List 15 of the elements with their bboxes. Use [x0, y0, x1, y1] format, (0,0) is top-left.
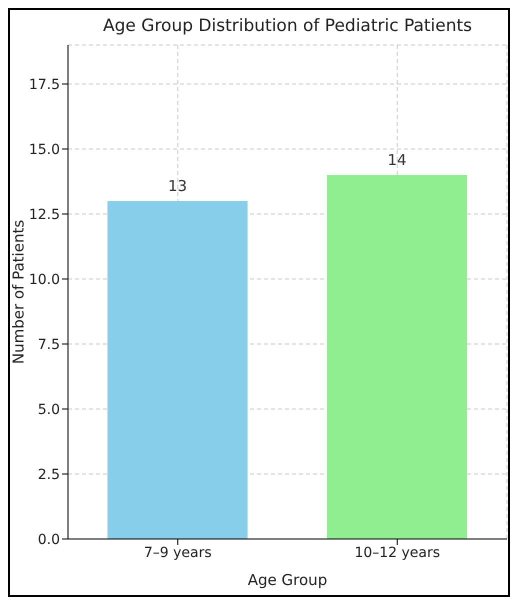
- y-tick-label: 15.0: [28, 142, 60, 158]
- data-label: 14: [387, 151, 407, 169]
- data-label: 13: [168, 177, 188, 195]
- chart-title: Age Group Distribution of Pediatric Patients: [102, 16, 474, 36]
- y-tick-label: 2.5: [38, 466, 60, 483]
- y-axis-title: Number of Patients: [9, 220, 28, 364]
- x-tick-label: 7–9 years: [144, 544, 212, 561]
- y-tick-label: 12.5: [28, 206, 60, 223]
- x-axis-title: Age Group: [248, 571, 328, 589]
- y-tick-label: 10.0: [28, 272, 60, 288]
- y-tick-label: 7.5: [38, 336, 60, 353]
- y-tick-label: 0.0: [38, 532, 60, 548]
- x-tick-label: 10–12 years: [354, 544, 440, 561]
- y-tick-label: 17.5: [28, 76, 60, 93]
- y-tick-label: 5.0: [38, 402, 60, 418]
